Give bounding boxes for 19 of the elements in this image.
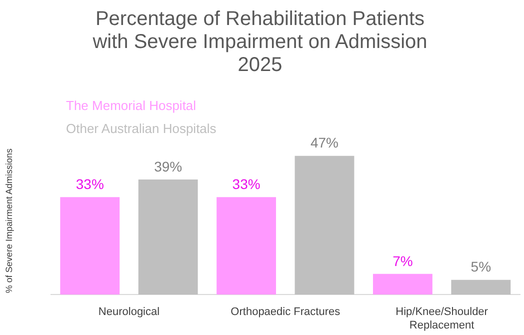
x-tick-label: Hip/Knee/Shoulder Replacement (396, 306, 488, 332)
bar (60, 197, 120, 295)
bar (451, 280, 511, 295)
text: Other Australian Hospitals (66, 120, 216, 138)
data-label: 39% (154, 158, 182, 174)
bar (372, 274, 432, 295)
data-label: 7% (392, 252, 413, 269)
chart-title: Percentage of Rehabilitation Patients with Severe Impairment on Admission 2025 (92, 8, 428, 76)
x-tick-label: Orthopaedic Fractures (230, 306, 341, 318)
data-label: 33% (76, 176, 104, 192)
bar (138, 179, 198, 295)
x-tick-label: Neurological (98, 306, 160, 318)
data-label: 33% (232, 176, 260, 192)
data-label: 47% (310, 134, 339, 151)
bar (294, 156, 354, 295)
bar (216, 197, 276, 295)
data-label: 5% (470, 258, 492, 275)
text: The Memorial Hospital (66, 97, 198, 115)
y-axis-title: % of Severe Impairment Admissions (4, 148, 14, 294)
